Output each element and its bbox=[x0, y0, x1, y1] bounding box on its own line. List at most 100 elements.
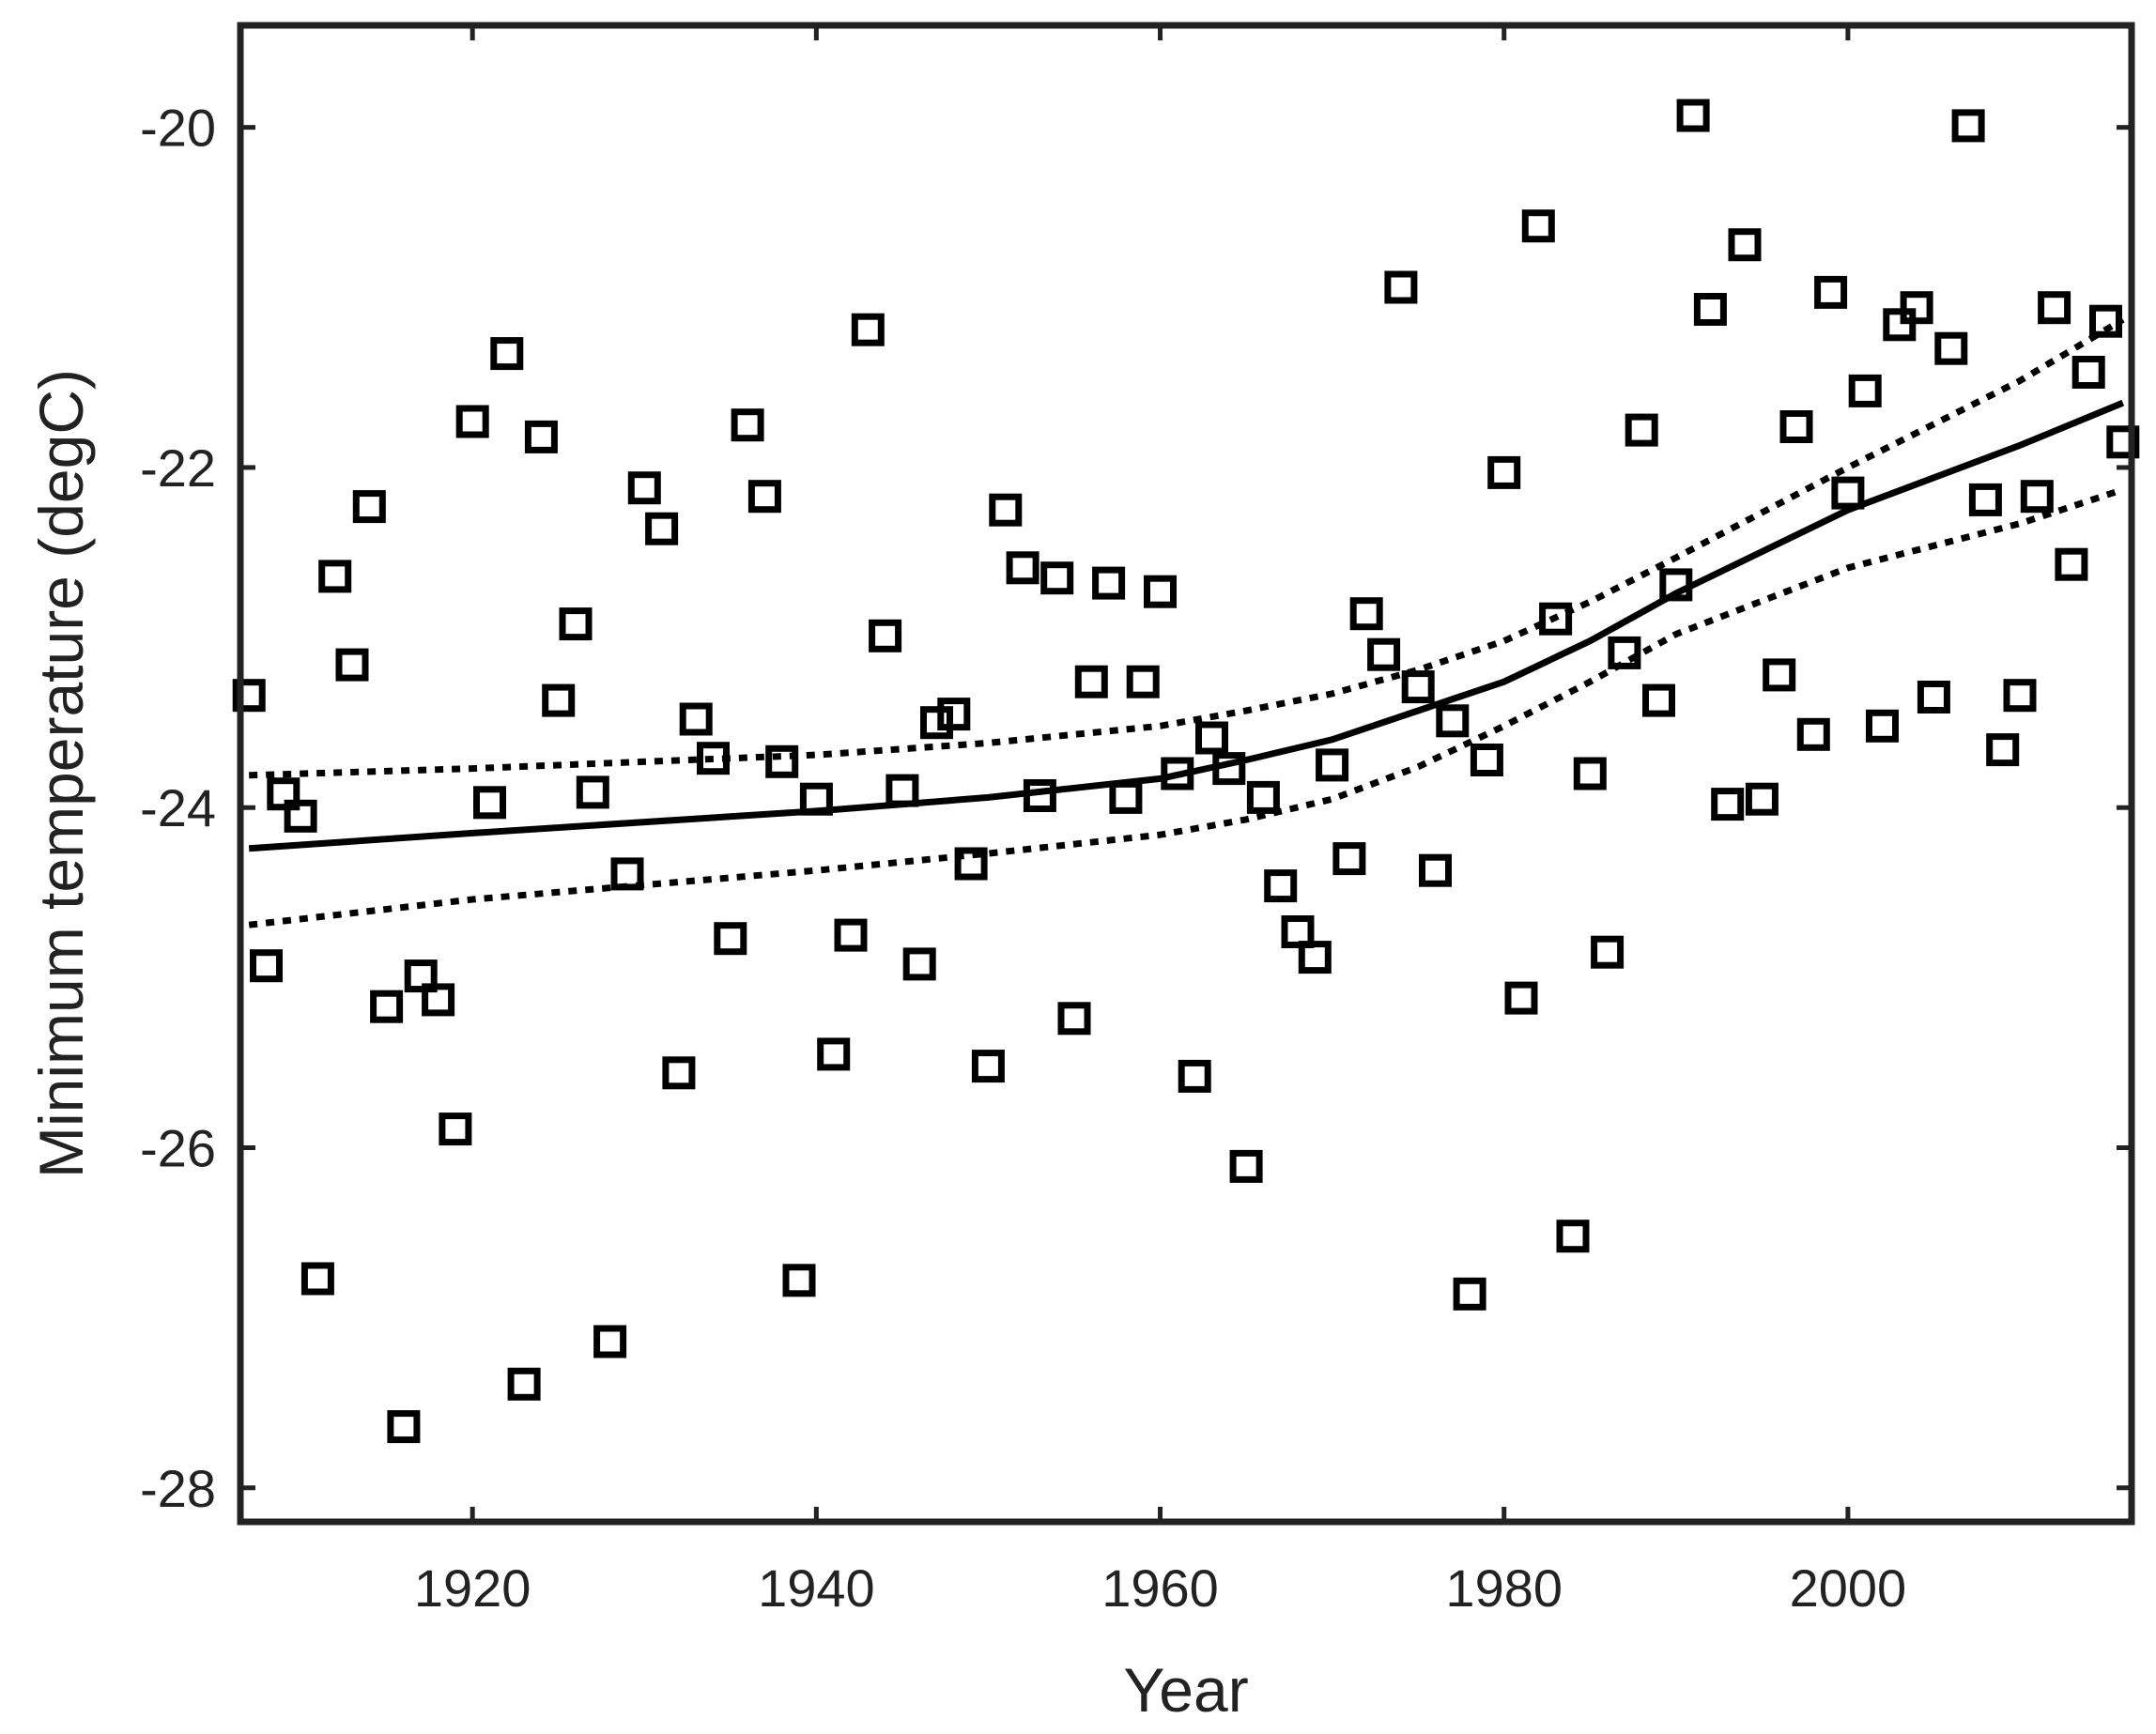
data-point bbox=[1057, 1002, 1091, 1036]
data-point bbox=[318, 560, 352, 593]
plot-marks bbox=[232, 99, 2140, 1444]
data-point bbox=[404, 959, 438, 993]
data-point bbox=[284, 799, 317, 833]
trend-line bbox=[248, 399, 2125, 852]
y-tick-label: -28 bbox=[140, 1459, 216, 1518]
data-point bbox=[937, 698, 971, 731]
y-tick-label: -20 bbox=[140, 99, 216, 158]
data-point bbox=[524, 420, 558, 453]
data-point bbox=[1986, 733, 2020, 767]
data-point bbox=[1573, 757, 1607, 790]
data-point bbox=[507, 1367, 541, 1401]
x-tick-label: 2000 bbox=[1790, 1558, 1907, 1618]
data-point bbox=[1900, 291, 1933, 325]
data-point bbox=[662, 1056, 696, 1090]
data-point bbox=[232, 679, 266, 713]
data-point bbox=[1556, 1220, 1590, 1253]
data-point bbox=[1006, 551, 1040, 585]
data-point bbox=[1040, 561, 1074, 595]
data-point bbox=[1676, 99, 1710, 132]
data-point bbox=[300, 1262, 334, 1296]
data-point bbox=[920, 706, 953, 740]
data-point bbox=[2055, 547, 2088, 581]
data-point bbox=[1763, 658, 1796, 692]
y-tick-label: -26 bbox=[140, 1119, 216, 1178]
data-point bbox=[1608, 636, 1641, 669]
data-point bbox=[1384, 270, 1418, 304]
data-point bbox=[731, 408, 764, 442]
data-point bbox=[1951, 109, 1985, 143]
data-point bbox=[2003, 679, 2037, 713]
data-point bbox=[1246, 780, 1280, 814]
data-point bbox=[593, 1325, 627, 1358]
data-point bbox=[1934, 331, 1968, 365]
data-point bbox=[1504, 981, 1538, 1015]
confidence-band-line bbox=[249, 316, 2125, 779]
axis-tick-labels: 1920 1940 1960 1980 2000 -28 -26 -24 -22 -20 bbox=[140, 99, 1906, 1618]
data-point bbox=[1539, 602, 1573, 636]
x-tick-label: 1980 bbox=[1445, 1558, 1563, 1618]
y-tick-label: -22 bbox=[140, 438, 216, 498]
data-point bbox=[1796, 717, 1830, 751]
data-point bbox=[370, 990, 404, 1023]
data-point bbox=[714, 922, 747, 956]
data-point bbox=[1711, 788, 1745, 821]
data-point bbox=[1779, 410, 1813, 443]
data-point bbox=[542, 683, 576, 717]
x-tick-label: 1920 bbox=[414, 1558, 531, 1618]
data-point bbox=[490, 337, 524, 371]
data-point bbox=[1332, 842, 1366, 876]
data-point bbox=[989, 493, 1023, 527]
data-point bbox=[1591, 935, 1625, 969]
data-point bbox=[1917, 681, 1950, 714]
data-point bbox=[1092, 566, 1126, 600]
data-point bbox=[765, 744, 799, 778]
plot-frame bbox=[237, 22, 2135, 1526]
data-point bbox=[679, 702, 713, 736]
data-point bbox=[1316, 748, 1349, 782]
data-point bbox=[1642, 683, 1675, 717]
x-tick-label: 1960 bbox=[1101, 1558, 1219, 1618]
data-point bbox=[1728, 228, 1762, 262]
data-point bbox=[1229, 1149, 1263, 1183]
data-point bbox=[1436, 704, 1470, 738]
data-point bbox=[2038, 291, 2071, 325]
data-point bbox=[1178, 1059, 1211, 1093]
axis-ticks bbox=[240, 25, 2132, 1522]
data-point bbox=[747, 480, 781, 514]
data-point bbox=[1419, 853, 1452, 887]
data-point bbox=[1470, 744, 1503, 776]
data-point bbox=[645, 512, 679, 545]
data-point bbox=[1109, 780, 1143, 814]
data-point bbox=[1848, 374, 1882, 407]
data-point bbox=[1831, 476, 1865, 510]
x-axis-title: Year bbox=[1123, 1655, 1248, 1725]
data-point bbox=[971, 1050, 1005, 1083]
data-point bbox=[782, 1264, 816, 1297]
data-point bbox=[2071, 356, 2105, 389]
data-point bbox=[1264, 869, 1298, 903]
data-point bbox=[817, 1037, 851, 1071]
data-point bbox=[2020, 480, 2054, 514]
data-point bbox=[576, 775, 609, 809]
data-point bbox=[954, 847, 988, 881]
data-point bbox=[1521, 209, 1555, 243]
data-point bbox=[1298, 941, 1332, 974]
data-point bbox=[1625, 413, 1658, 447]
data-point bbox=[627, 471, 661, 505]
data-point bbox=[559, 607, 593, 641]
y-axis-title: Minimum temperature (degC) bbox=[26, 369, 96, 1178]
data-point bbox=[1487, 455, 1521, 489]
data-point bbox=[834, 918, 868, 952]
data-point bbox=[1401, 670, 1435, 704]
data-point bbox=[387, 1410, 421, 1444]
y-tick-label: -24 bbox=[140, 778, 216, 837]
data-point bbox=[335, 648, 369, 682]
data-point bbox=[2106, 425, 2140, 459]
data-point bbox=[1968, 483, 2002, 516]
data-point bbox=[352, 490, 386, 524]
data-point bbox=[1367, 637, 1401, 671]
data-point bbox=[851, 313, 885, 346]
